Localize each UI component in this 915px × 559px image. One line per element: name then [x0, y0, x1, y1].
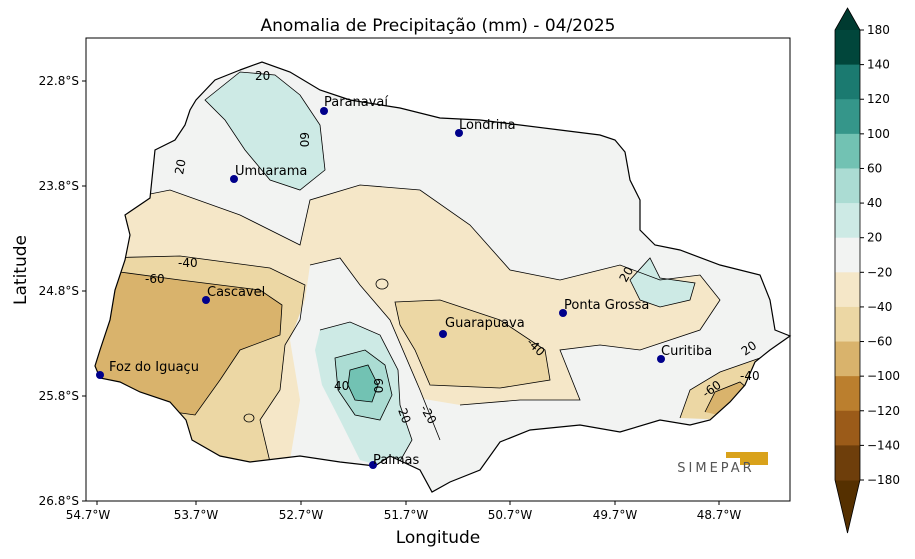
contour-label: 60: [371, 378, 385, 393]
x-tick: 50.7°W: [488, 508, 533, 522]
colorbar-bin: [835, 341, 860, 377]
x-tick: 52.7°W: [279, 508, 324, 522]
contour-label: 60: [297, 132, 311, 147]
x-tick: 48.7°W: [697, 508, 742, 522]
x-tick: 54.7°W: [66, 508, 111, 522]
colorbar-bin: [835, 272, 860, 308]
contour-label: 20: [255, 69, 270, 83]
city-guarapuava: Guarapuava: [439, 316, 525, 338]
colorbar-tick: 40: [867, 196, 882, 210]
svg-text:Curitiba: Curitiba: [661, 344, 712, 359]
colorbar-tick: −120: [867, 404, 900, 418]
contour-label: -40: [740, 369, 760, 383]
colorbar-bin: [835, 237, 860, 273]
colorbar-bin: [835, 168, 860, 204]
colorbar-tick: −40: [867, 300, 892, 314]
svg-text:Paranavaí: Paranavaí: [324, 95, 388, 110]
colorbar-bin: [835, 133, 860, 169]
contour-label: -60: [145, 272, 165, 286]
colorbar-tick: 120: [867, 92, 890, 106]
contour-label: 40: [334, 379, 349, 393]
anomaly-fill: [95, 62, 790, 492]
city-ponta-grossa: Ponta Grossa: [559, 298, 649, 317]
colorbar-bin: [835, 410, 860, 446]
y-tick: 24.8°S: [39, 284, 79, 298]
colorbar-bin: [835, 99, 860, 135]
simepar-logo: SIMEPAR: [677, 452, 768, 476]
city-cascavel: Cascavel: [202, 285, 265, 304]
region-20-40-east: [630, 258, 695, 307]
svg-text:Londrina: Londrina: [459, 118, 516, 133]
svg-text:Umuarama: Umuarama: [235, 164, 307, 179]
colorbar-bin: [835, 30, 860, 66]
colorbar-tick: −180: [867, 473, 900, 487]
svg-text:SIMEPAR: SIMEPAR: [677, 461, 754, 476]
city-londrina: Londrina: [455, 118, 516, 137]
svg-text:Foz do Iguaçu: Foz do Iguaçu: [109, 360, 199, 375]
y-tick: 26.8°S: [39, 494, 79, 508]
colorbar-bin: [835, 306, 860, 343]
x-axis: 54.7°W 53.7°W 52.7°W 51.7°W 50.7°W 49.7°…: [66, 501, 742, 548]
x-tick: 51.7°W: [384, 508, 429, 522]
colorbar-bin: [835, 445, 860, 481]
contour-label: 20: [395, 406, 413, 425]
chart-title: Anomalia de Precipitação (mm) - 04/2025: [261, 16, 616, 36]
colorbar-bin: [835, 376, 860, 412]
svg-text:Cascavel: Cascavel: [207, 285, 265, 300]
city-palmas: Palmas: [369, 453, 419, 469]
colorbar-tick: 180: [867, 23, 890, 37]
colorbar-tick: 100: [867, 127, 890, 141]
svg-text:Ponta Grossa: Ponta Grossa: [564, 298, 649, 313]
colorbar-tick: −60: [867, 335, 892, 349]
colorbar-tick: −100: [867, 369, 900, 383]
region-20-40-north: [205, 72, 325, 190]
colorbar-extend-top: [835, 8, 860, 30]
colorbar: 180 140 120 100 60 40 20 −20 −40 −60 −100 −120 −140 −…: [834, 7, 900, 534]
colorbar-tick: 60: [867, 161, 882, 175]
city-paranavai: Paranavaí: [320, 95, 388, 115]
region-neg60-100: [95, 272, 282, 415]
svg-text:Guarapuava: Guarapuava: [445, 316, 525, 331]
city-foz-do-iguacu: Foz do Iguaçu: [96, 360, 199, 379]
region-neg40-60-guarapuava: [395, 300, 550, 388]
y-tick: 25.8°S: [39, 389, 79, 403]
colorbar-bin: [835, 203, 860, 239]
x-axis-label: Longitude: [396, 528, 481, 548]
y-axis: 22.8°S 23.8°S 24.8°S 25.8°S 26.8°S Latit…: [11, 74, 86, 508]
cities: Paranavaí Londrina Umuarama Cascavel Pon…: [96, 95, 712, 469]
x-tick: 53.7°W: [174, 508, 219, 522]
region-60-100: [348, 365, 378, 402]
contour-label: 20: [616, 264, 636, 284]
colorbar-extend-bottom: [835, 480, 860, 533]
colorbar-tick: 140: [867, 58, 890, 72]
y-tick: 22.8°S: [39, 74, 79, 88]
colorbar-tick: −20: [867, 265, 892, 279]
contour-label: -40: [178, 256, 198, 270]
colorbar-bin: [835, 64, 860, 100]
y-tick: 23.8°S: [39, 179, 79, 193]
colorbar-tick: 20: [867, 231, 882, 245]
x-tick: 49.7°W: [593, 508, 638, 522]
city-umuarama: Umuarama: [230, 164, 307, 183]
city-curitiba: Curitiba: [657, 344, 712, 363]
colorbar-tick: −140: [867, 438, 900, 452]
contour-label: 20: [172, 158, 188, 175]
svg-text:Palmas: Palmas: [373, 453, 419, 468]
y-axis-label: Latitude: [11, 235, 31, 305]
